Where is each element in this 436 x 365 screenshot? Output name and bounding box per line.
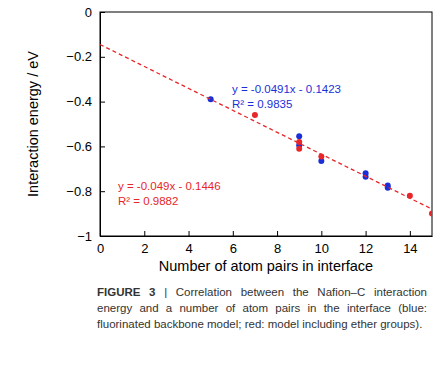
annotation: R² = 0.9882 xyxy=(118,195,178,207)
x-axis-tick: 8 xyxy=(274,231,281,256)
annotation: R² = 0.9835 xyxy=(232,98,292,110)
plot-area xyxy=(100,44,432,216)
x-axis: 0 2 4 6 8 10 12 14 xyxy=(97,231,433,256)
x-axis-tick: 2 xyxy=(141,231,148,256)
y-axis-tick: 0 xyxy=(85,5,105,20)
x-axis-tick: 4 xyxy=(185,231,192,256)
x-axis-tick-mark xyxy=(366,231,367,236)
y-axis-tick: −0.2 xyxy=(66,49,105,64)
trend-line xyxy=(100,44,432,209)
data-point xyxy=(252,112,258,118)
y-axis-tick: −1 xyxy=(77,229,105,244)
x-axis-tick-mark xyxy=(144,231,145,236)
x-axis-tick-label: 10 xyxy=(315,241,329,256)
y-axis-tick-label: −0.2 xyxy=(66,49,92,64)
caption-space xyxy=(155,286,164,298)
x-axis-tick-mark xyxy=(277,231,278,236)
figure: 0 2 4 6 8 10 12 14 −1 −0.8 −0.6 −0.4 −0.2 0 Number of … xyxy=(0,0,436,365)
x-axis-tick-label: 6 xyxy=(230,241,237,256)
x-axis-tick: 12 xyxy=(359,231,373,256)
annotation: y = -0.0491x - 0.1423 xyxy=(232,83,341,95)
annotation: y = -0.049x - 0.1446 xyxy=(118,180,221,192)
data-point xyxy=(296,146,302,152)
y-axis-tick-label: −0.6 xyxy=(66,139,92,154)
x-axis-tick-label: 14 xyxy=(403,241,417,256)
y-axis-tick: −0.8 xyxy=(66,184,105,199)
y-axis-tick-label: −0.8 xyxy=(66,184,92,199)
y-axis-title: Interaction energy / eV xyxy=(25,51,41,197)
y-axis-tick-mark xyxy=(100,12,105,13)
caption: FIGURE 3 | Correlation between the Nafio… xyxy=(97,284,427,332)
x-axis-tick-label: 2 xyxy=(141,241,148,256)
y-axis-tick-mark xyxy=(100,191,105,192)
data-point xyxy=(429,211,432,217)
y-axis-tick-label: −0.4 xyxy=(66,94,92,109)
plot-frame xyxy=(100,12,432,236)
chart: 0 2 4 6 8 10 12 14 −1 −0.8 −0.6 −0.4 −0.2 0 Number of … xyxy=(0,0,436,280)
x-axis-tick: 14 xyxy=(403,231,417,256)
y-axis-line xyxy=(100,13,101,237)
y-axis-tick: −0.6 xyxy=(66,139,105,154)
y-axis-tick-mark xyxy=(100,146,105,147)
y-axis-tick-label: −1 xyxy=(77,229,92,244)
x-axis-tick-label: 4 xyxy=(185,241,192,256)
y-axis-tick-label: 0 xyxy=(85,5,92,20)
x-axis-tick-mark xyxy=(189,231,190,236)
x-axis-tick: 6 xyxy=(230,231,237,256)
x-axis-tick-mark xyxy=(233,231,234,236)
x-axis-tick-mark xyxy=(321,231,322,236)
x-axis-tick: 10 xyxy=(315,231,329,256)
y-axis-tick-mark xyxy=(100,57,105,58)
y-axis-tick-mark xyxy=(100,102,105,103)
y-axis-tick: −0.4 xyxy=(66,94,105,109)
x-axis-tick-label: 0 xyxy=(97,241,104,256)
x-axis-tick-mark xyxy=(410,231,411,236)
y-axis: −1 −0.8 −0.6 −0.4 −0.2 0 xyxy=(66,5,105,244)
x-axis-tick-label: 8 xyxy=(274,241,281,256)
data-point xyxy=(208,96,214,102)
data-point xyxy=(296,133,302,139)
x-axis-title: Number of atom pairs in interface xyxy=(159,258,373,274)
caption-label: FIGURE 3 xyxy=(97,286,155,298)
x-axis-tick-label: 12 xyxy=(359,241,373,256)
y-axis-tick-mark xyxy=(100,236,105,237)
x-axis-line xyxy=(101,236,433,237)
